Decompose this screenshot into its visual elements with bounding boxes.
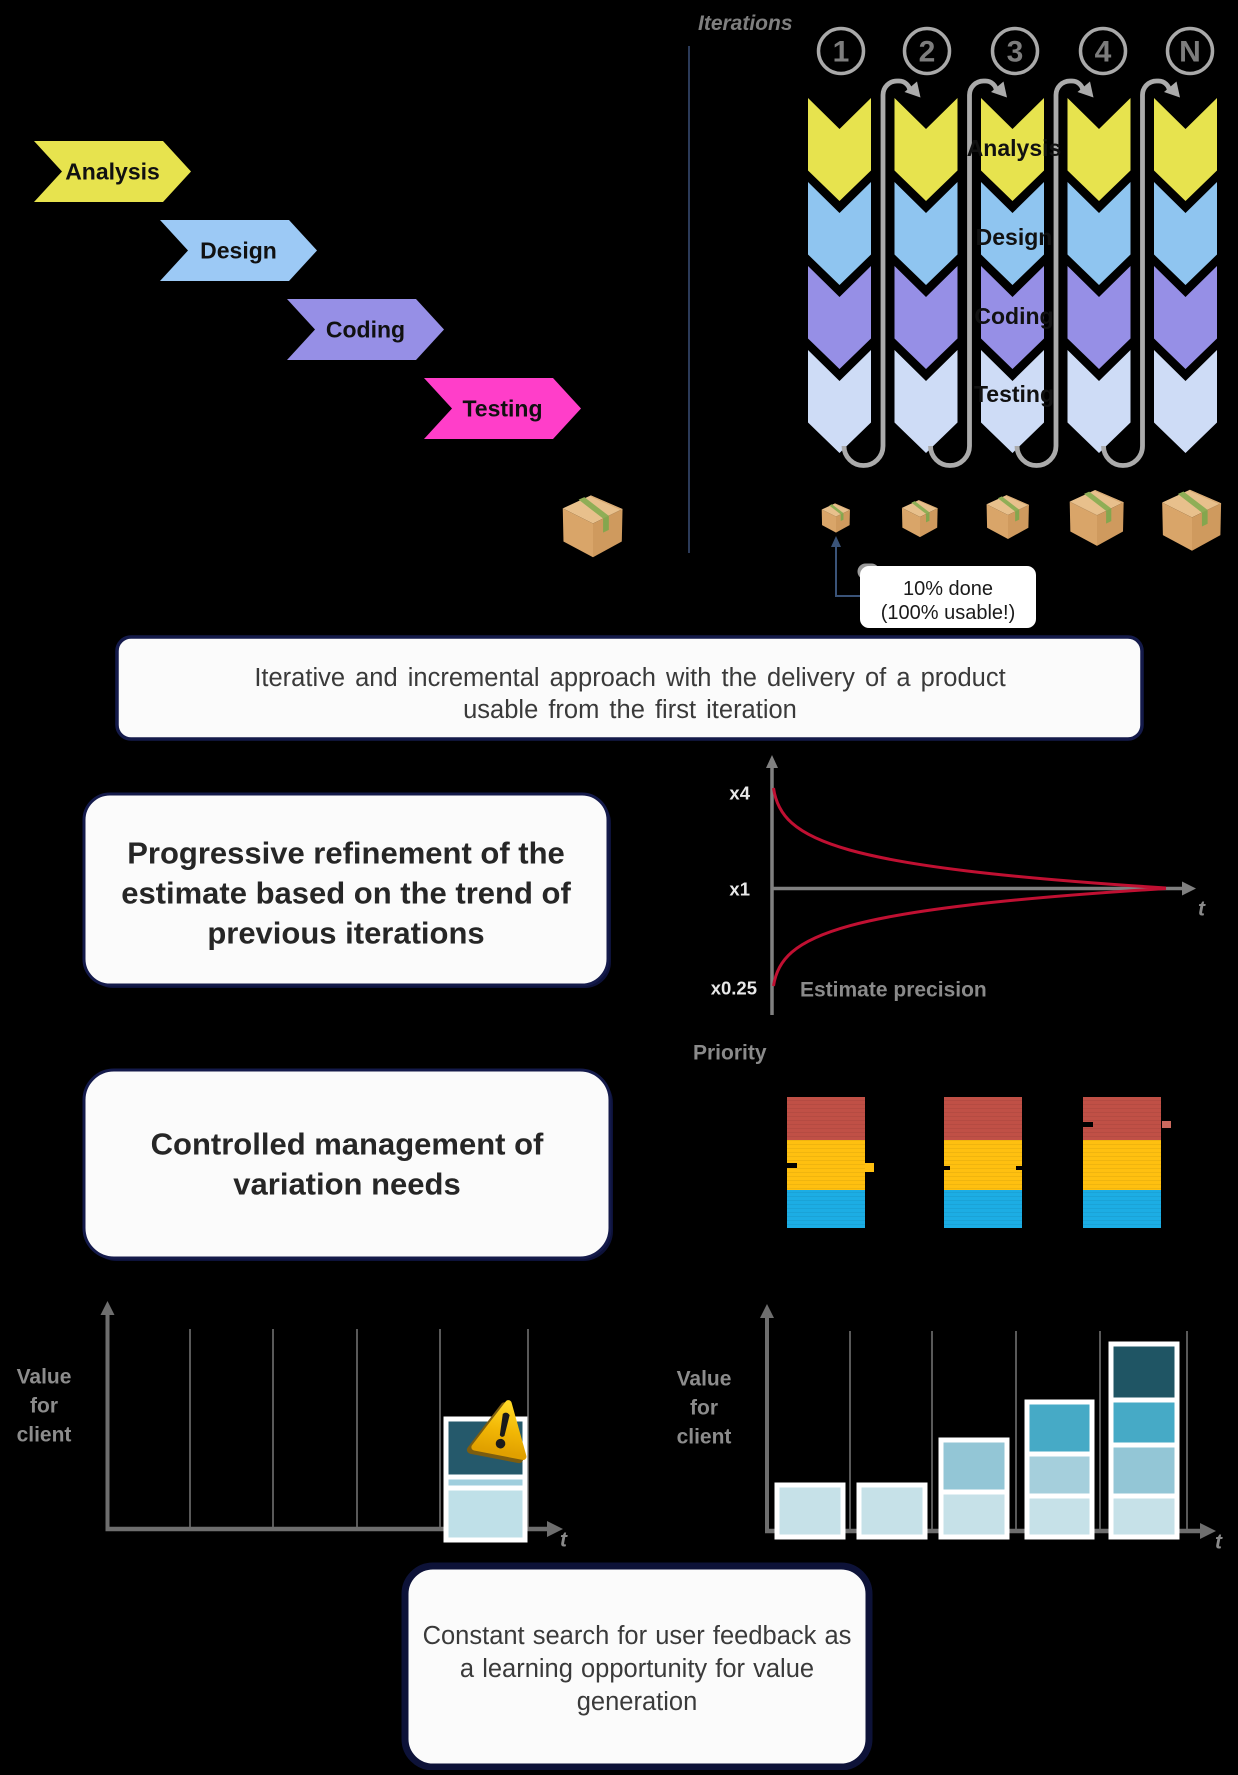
svg-text:Controlled management of: Controlled management of: [151, 1127, 544, 1162]
svg-text:previous iterations: previous iterations: [207, 916, 484, 951]
svg-text:for: for: [690, 1397, 718, 1420]
svg-text:10% done: 10% done: [903, 578, 993, 600]
svg-text:Constant search for user feedb: Constant search for user feedback as: [423, 1622, 852, 1650]
svg-text:Estimate precision: Estimate precision: [800, 979, 987, 1002]
svg-text:Testing: Testing: [974, 381, 1054, 407]
svg-text:x4: x4: [729, 783, 750, 804]
svg-text:a learning opportunity for val: a learning opportunity for value: [460, 1655, 814, 1683]
svg-text:Testing: Testing: [462, 396, 542, 422]
svg-text:2: 2: [919, 36, 936, 69]
svg-text:t: t: [560, 1529, 568, 1552]
svg-text:t: t: [1198, 898, 1206, 921]
svg-text:N: N: [1179, 36, 1201, 69]
svg-text:Iterative and incremental appr: Iterative and incremental approach with …: [254, 664, 1005, 692]
svg-text:3: 3: [1007, 36, 1024, 69]
svg-text:(100% usable!): (100% usable!): [881, 602, 1016, 624]
svg-text:Design: Design: [976, 224, 1053, 250]
svg-text:x1: x1: [729, 879, 750, 900]
svg-text:estimate based on the trend of: estimate based on the trend of: [121, 876, 571, 911]
svg-text:1: 1: [833, 36, 850, 69]
svg-text:client: client: [17, 1424, 72, 1447]
svg-text:Value: Value: [677, 1368, 732, 1391]
svg-text:Coding: Coding: [326, 317, 405, 343]
svg-text:usable from the first iteratio: usable from the first iteration: [463, 696, 797, 724]
svg-text:t: t: [1215, 1531, 1223, 1554]
svg-text:x0.25: x0.25: [711, 978, 757, 999]
svg-text:4: 4: [1095, 36, 1112, 69]
svg-text:client: client: [677, 1426, 732, 1449]
svg-text:Analysis: Analysis: [967, 135, 1062, 161]
svg-text:Priority: Priority: [693, 1042, 767, 1065]
svg-text:Analysis: Analysis: [65, 159, 160, 185]
svg-text:Coding: Coding: [974, 303, 1053, 329]
svg-text:generation: generation: [577, 1688, 698, 1716]
svg-text:for: for: [30, 1395, 58, 1418]
svg-text:Progressive refinement of the: Progressive refinement of the: [127, 836, 565, 871]
svg-text:variation needs: variation needs: [233, 1167, 460, 1202]
svg-text:Value: Value: [17, 1366, 72, 1389]
svg-text:Iterations: Iterations: [698, 12, 793, 35]
svg-text:Design: Design: [200, 238, 277, 264]
